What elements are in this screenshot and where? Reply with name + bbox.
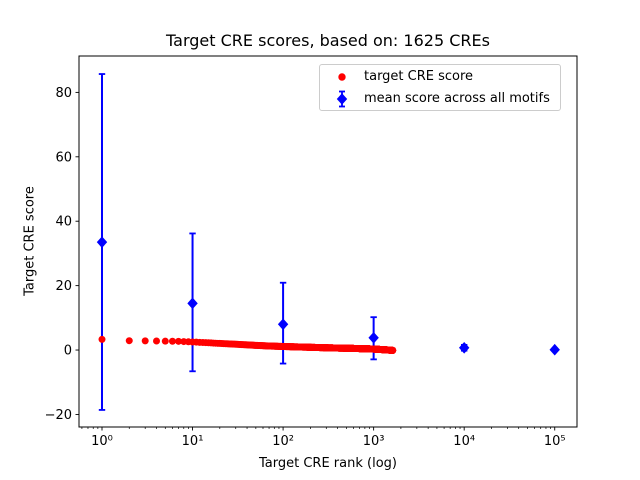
legend: target CRE score mean score across all m… bbox=[319, 64, 561, 111]
target-score-dot bbox=[125, 337, 133, 345]
legend-item-target-score: target CRE score bbox=[320, 66, 560, 87]
target-score-dot bbox=[153, 337, 161, 345]
y-tick-label: 0 bbox=[64, 344, 72, 359]
y-tick-label: −20 bbox=[45, 408, 72, 423]
axis-tick-labels: 10⁰ 10¹ 10² 10³ 10⁴ 10⁵ −20 0 20 40 60 80 bbox=[45, 86, 566, 449]
y-tick-label: 20 bbox=[55, 279, 72, 294]
red-circle-marker-icon bbox=[320, 67, 364, 87]
x-tick-label: 10⁵ bbox=[544, 434, 566, 449]
target-score-dot bbox=[98, 335, 106, 343]
legend-label: target CRE score bbox=[364, 69, 474, 84]
y-tick-label: 40 bbox=[55, 215, 72, 230]
blue-diamond-errorbar-marker-icon bbox=[320, 89, 364, 109]
axes-frame bbox=[78, 55, 578, 428]
mean-score-diamond bbox=[458, 341, 470, 354]
target-score-dot bbox=[175, 337, 183, 345]
axis-ticks bbox=[75, 91, 556, 431]
x-tick-label: 10¹ bbox=[182, 434, 204, 449]
mean-score-diamond bbox=[549, 343, 560, 356]
target-score-dot bbox=[141, 337, 149, 345]
x-axis-label: Target CRE rank (log) bbox=[259, 456, 397, 471]
target-score-dot bbox=[168, 337, 176, 345]
y-tick-label: 60 bbox=[55, 150, 72, 165]
legend-label: mean score across all motifs bbox=[364, 91, 550, 106]
y-tick-label: 80 bbox=[55, 86, 72, 101]
x-tick-label: 10³ bbox=[363, 434, 385, 449]
target-score-dot bbox=[389, 346, 397, 354]
legend-item-mean-score: mean score across all motifs bbox=[320, 88, 560, 109]
target-score-dot bbox=[161, 337, 169, 345]
mean-score-diamond bbox=[368, 331, 379, 344]
x-tick-label: 10² bbox=[272, 434, 294, 449]
x-tick-label: 10⁰ bbox=[91, 434, 113, 449]
plot-title: Target CRE scores, based on: 1625 CREs bbox=[166, 31, 490, 50]
x-tick-label: 10⁴ bbox=[453, 434, 475, 449]
mean-score-diamond bbox=[96, 236, 108, 248]
data-series bbox=[96, 73, 560, 411]
mean-score-diamond bbox=[277, 318, 289, 331]
mean-score-diamond bbox=[187, 297, 198, 310]
